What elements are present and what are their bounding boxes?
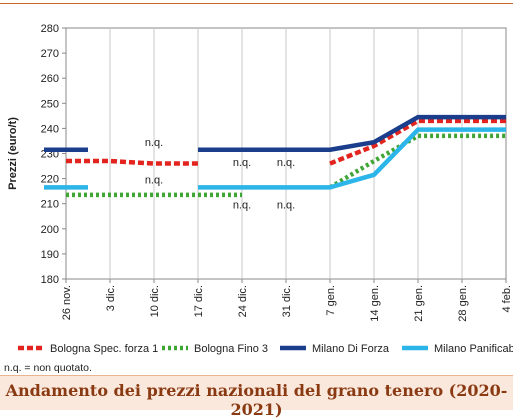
y-tick-label: 260 xyxy=(41,73,59,85)
legend-label: Bologna Fino 3 xyxy=(194,343,268,355)
x-tick-label: 17 dic. xyxy=(193,285,205,317)
nq-annotation: n.q. xyxy=(277,157,295,169)
y-tick-label: 250 xyxy=(41,98,59,110)
y-tick-label: 220 xyxy=(41,174,59,186)
y-tick-label: 180 xyxy=(41,274,59,286)
x-tick-label: 4 feb. xyxy=(501,285,513,313)
footnote: n.q. = non quotato. xyxy=(4,362,92,374)
nq-annotation: n.q. xyxy=(233,157,251,169)
y-tick-label: 190 xyxy=(41,249,59,261)
series-line xyxy=(66,158,198,166)
x-tick-label: 28 gen. xyxy=(457,285,469,322)
series-line xyxy=(198,127,506,190)
x-tick-label: 31 dic. xyxy=(281,285,293,317)
caption-bar xyxy=(0,375,513,410)
y-tick-label: 280 xyxy=(41,23,59,35)
nq-annotation: n.q. xyxy=(233,200,251,212)
x-tick-label: 24 dic. xyxy=(237,285,249,317)
x-tick-label: 21 gen. xyxy=(413,285,425,322)
legend-label: Milano Di Forza xyxy=(312,343,390,355)
chart-title: Andamento dei prezzi nazionali del grano… xyxy=(5,381,508,419)
y-tick-label: 270 xyxy=(41,48,59,60)
x-tick-label: 14 gen. xyxy=(369,285,381,322)
top-divider xyxy=(0,3,513,4)
x-tick-label: 3 dic. xyxy=(105,285,117,311)
y-axis-label: Prezzi (euro/t) xyxy=(7,117,19,190)
x-tick-label: 7 gen. xyxy=(325,285,337,316)
x-tick-label: 10 dic. xyxy=(149,285,161,317)
series-line xyxy=(329,118,506,166)
legend-label: Milano Panificabile xyxy=(434,343,513,355)
nq-annotation: n.q. xyxy=(145,175,163,187)
x-tick-label: 26 nov. xyxy=(61,285,73,320)
nq-annotation: n.q. xyxy=(277,200,295,212)
chart-container: 180 190 200 210 220 230 240 250 260 270 280 26 nov.… xyxy=(0,3,513,419)
y-tick-label: 240 xyxy=(41,123,59,135)
y-tick-label: 200 xyxy=(41,224,59,236)
nq-annotation: n.q. xyxy=(145,137,163,149)
legend-label: Bologna Spec. forza 1 xyxy=(50,343,158,355)
series-line xyxy=(198,114,506,152)
y-tick-label: 210 xyxy=(41,199,59,211)
